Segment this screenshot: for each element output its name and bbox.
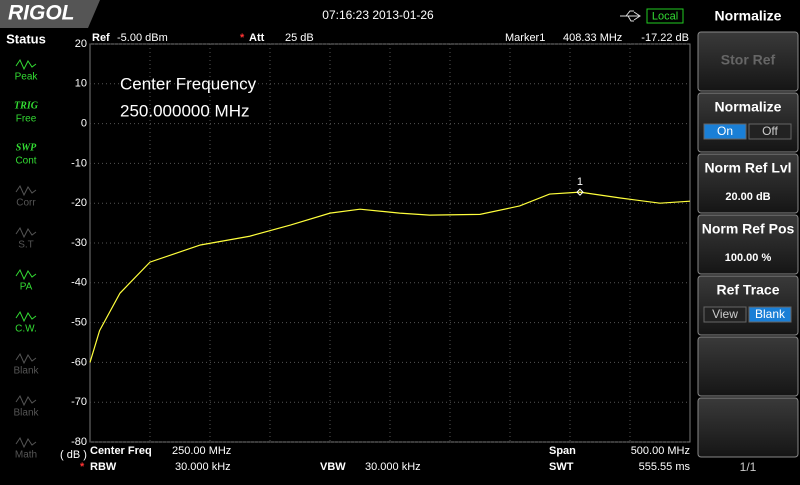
status-label: Corr — [16, 198, 36, 209]
status-icon — [15, 436, 37, 449]
rbw-flag: * — [80, 461, 85, 473]
vbw-label: VBW — [320, 461, 346, 473]
menu-page: 1/1 — [740, 460, 757, 474]
swt-value: 555.55 ms — [639, 461, 691, 473]
status-icon — [15, 352, 37, 365]
status-icon — [15, 310, 37, 323]
menu-option: On — [717, 124, 733, 138]
center-label: Center Freq — [90, 445, 152, 457]
span-label: Span — [549, 445, 576, 457]
trace — [89, 191, 691, 363]
span-value: 500.00 MHz — [631, 445, 690, 457]
menu-label: Stor Ref — [721, 52, 776, 68]
status-label: C.W. — [15, 324, 37, 335]
ref-value: -5.00 dBm — [117, 32, 168, 44]
menu-value: 20.00 dB — [725, 191, 770, 203]
menu-value: 100.00 % — [725, 252, 772, 264]
menu-title: Normalize — [715, 8, 782, 24]
y-tick-label: -30 — [71, 237, 87, 249]
status-icon — [15, 58, 37, 71]
marker-freq: 408.33 MHz — [563, 32, 622, 44]
datetime: 07:16:23 2013-01-26 — [322, 8, 434, 22]
menu-button[interactable] — [697, 153, 799, 214]
mode: Local — [652, 10, 678, 22]
y-tick-label: -50 — [71, 317, 87, 329]
menu-label: Norm Ref Lvl — [704, 160, 791, 176]
menu-option-box[interactable] — [748, 306, 792, 323]
menu-option-box[interactable] — [703, 123, 747, 140]
status-label: Blank — [13, 408, 39, 419]
rbw-label: RBW — [90, 461, 117, 473]
y-tick-label: -40 — [71, 277, 87, 289]
status-label: Free — [16, 114, 37, 125]
overlay-value: 250.000000 MHz — [120, 101, 249, 120]
status-panel: Peak TRIG Free SWP Cont Corr S.T PA C.W. Blank Bla… — [13, 58, 40, 461]
status-label: Peak — [15, 72, 39, 83]
att-flag: * — [240, 32, 245, 44]
menu-button[interactable] — [697, 214, 799, 275]
y-tick-label: -60 — [71, 356, 87, 368]
logo-bg — [0, 0, 100, 28]
menu-button — [697, 336, 799, 397]
menu-button — [697, 397, 799, 458]
marker-number: 1 — [577, 176, 583, 188]
menu-button[interactable] — [697, 31, 799, 92]
menu-label: Ref Trace — [716, 282, 779, 298]
menu-option: Blank — [755, 307, 786, 321]
swt-label: SWT — [549, 461, 574, 473]
att-label: Att — [249, 32, 265, 44]
status-label: S.T — [18, 240, 34, 251]
status-label: PA — [20, 282, 33, 293]
usb-icon — [620, 10, 641, 22]
status-icon — [15, 268, 37, 281]
marker-label: Marker1 — [505, 32, 545, 44]
y-tick-label: -10 — [71, 157, 87, 169]
status-icon — [15, 184, 37, 197]
status-label: Math — [15, 450, 37, 461]
menu-label: Norm Ref Pos — [702, 221, 795, 237]
menu-option-box[interactable] — [703, 306, 747, 323]
menu-label: Normalize — [715, 99, 782, 115]
status-icon — [15, 226, 37, 239]
status-tag: SWP — [16, 142, 37, 153]
ref-label: Ref — [92, 32, 110, 44]
menu-option: View — [712, 307, 738, 321]
logo: RIGOL — [8, 2, 75, 25]
marker — [576, 188, 584, 196]
menu-option-box[interactable] — [748, 123, 792, 140]
y-tick-label: -70 — [71, 396, 87, 408]
menu: Stor Ref Normalize On Off Norm Ref Lvl 20.00 … — [697, 31, 799, 458]
status-label: Blank — [13, 366, 39, 377]
y-tick-label: 20 — [75, 38, 87, 50]
local-box — [646, 8, 684, 24]
unit: ( dB ) — [60, 449, 87, 461]
y-tick-label: -20 — [71, 197, 87, 209]
status-label: Cont — [15, 156, 36, 167]
y-tick-label: 10 — [75, 78, 87, 90]
vbw-value: 30.000 kHz — [365, 461, 421, 473]
marker-level: -17.22 dB — [641, 32, 689, 44]
status-tag: TRIG — [14, 100, 39, 111]
status-icon — [15, 394, 37, 407]
y-tick-label: -80 — [71, 436, 87, 448]
plot: 20 10 0 -10 -20 -30 -40 -50 -60 -70 -80 1 — [71, 38, 691, 448]
rbw-value: 30.000 kHz — [175, 461, 231, 473]
center-value: 250.00 MHz — [172, 445, 231, 457]
menu-option: Off — [762, 124, 778, 138]
status-title: Status — [6, 31, 46, 46]
overlay-title: Center Frequency — [120, 74, 257, 93]
y-tick-label: 0 — [81, 118, 87, 130]
att-value: 25 dB — [285, 32, 314, 44]
